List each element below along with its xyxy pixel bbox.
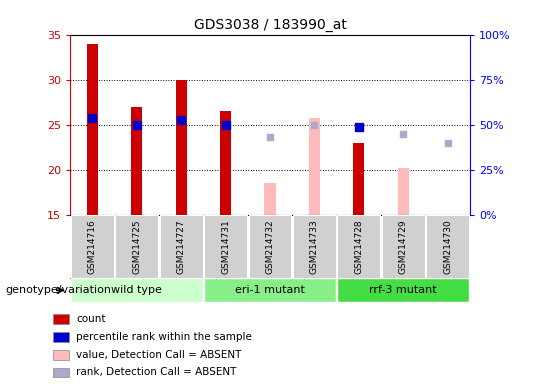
Text: GSM214729: GSM214729: [399, 219, 408, 274]
Bar: [131, 107, 143, 215]
Bar: [338, 278, 469, 302]
Bar: [53, 314, 69, 324]
Text: count: count: [77, 314, 106, 324]
Point: [88, 116, 97, 122]
Text: wild type: wild type: [111, 285, 162, 295]
Bar: [293, 215, 336, 278]
Bar: [87, 44, 98, 215]
Text: percentile rank within the sample: percentile rank within the sample: [77, 332, 252, 342]
Bar: [265, 184, 275, 215]
Text: GSM214728: GSM214728: [354, 219, 363, 274]
Bar: [53, 350, 69, 359]
Point: [177, 117, 186, 123]
Point: [221, 122, 230, 128]
Point: [399, 131, 408, 137]
Text: value, Detection Call = ABSENT: value, Detection Call = ABSENT: [77, 350, 242, 360]
Text: GSM214727: GSM214727: [177, 219, 186, 274]
Bar: [116, 215, 158, 278]
Point: [132, 122, 141, 128]
Point: [266, 134, 274, 140]
Bar: [397, 168, 409, 215]
Text: GSM214716: GSM214716: [88, 219, 97, 274]
Text: rank, Detection Call = ABSENT: rank, Detection Call = ABSENT: [77, 367, 237, 377]
Text: GSM214733: GSM214733: [310, 219, 319, 274]
Bar: [338, 215, 380, 278]
Title: GDS3038 / 183990_at: GDS3038 / 183990_at: [193, 18, 347, 32]
Bar: [353, 143, 365, 215]
Point: [443, 140, 452, 146]
Bar: [220, 111, 231, 215]
Text: GSM214730: GSM214730: [443, 219, 452, 274]
Bar: [382, 215, 424, 278]
Point: [354, 124, 363, 130]
Bar: [53, 332, 69, 342]
Text: GSM214731: GSM214731: [221, 219, 230, 274]
Bar: [53, 367, 69, 377]
Text: GSM214725: GSM214725: [132, 219, 141, 274]
Bar: [71, 278, 202, 302]
Bar: [204, 278, 336, 302]
Bar: [160, 215, 202, 278]
Text: eri-1 mutant: eri-1 mutant: [235, 285, 305, 295]
Bar: [249, 215, 291, 278]
Bar: [176, 80, 187, 215]
Bar: [309, 119, 320, 215]
Text: rrf-3 mutant: rrf-3 mutant: [369, 285, 437, 295]
Bar: [71, 215, 114, 278]
Text: genotype/variation: genotype/variation: [5, 285, 111, 295]
Bar: [426, 215, 469, 278]
Text: GSM214732: GSM214732: [266, 219, 274, 274]
Point: [310, 122, 319, 128]
Bar: [204, 215, 247, 278]
